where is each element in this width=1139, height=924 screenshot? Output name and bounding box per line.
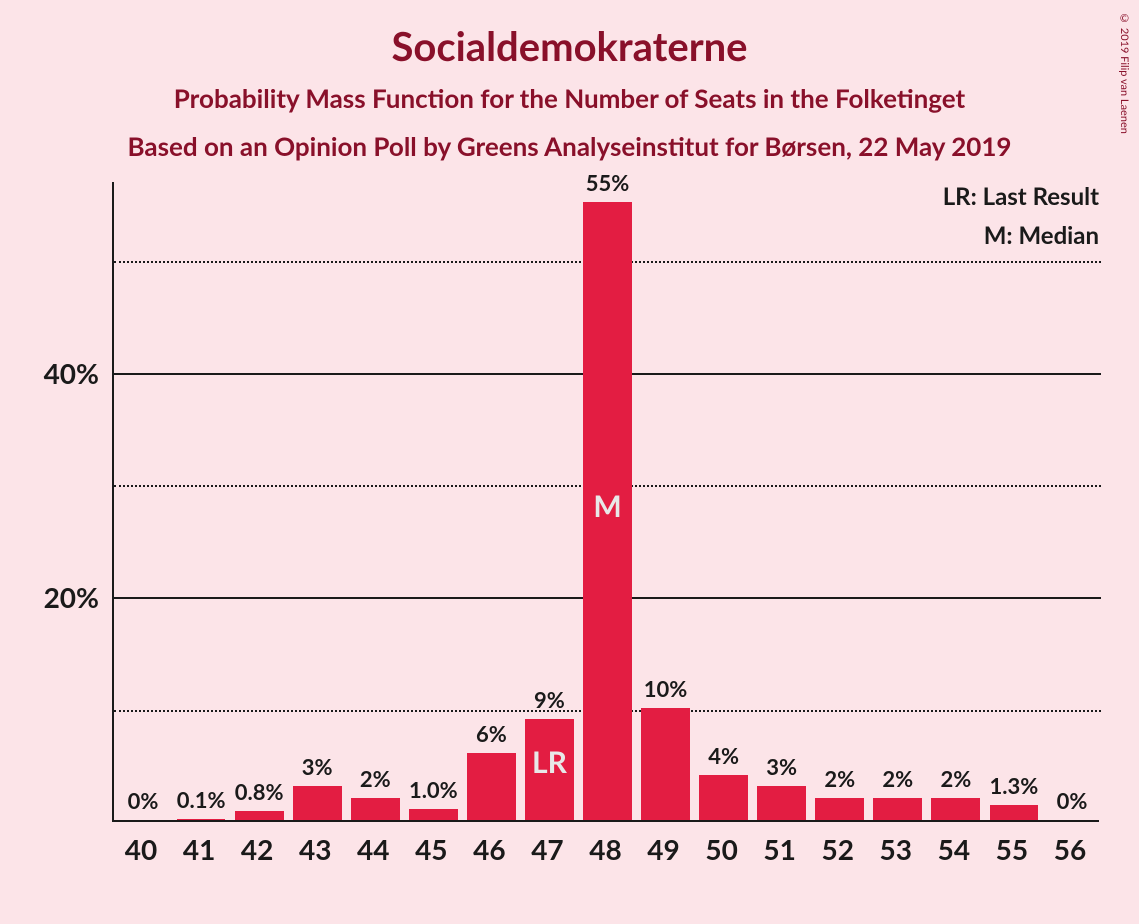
bar-slot: 0.8% [235,180,284,820]
bar-slot: 1.0% [409,180,458,820]
x-axis-label: 48 [589,832,621,866]
x-axis-label: 47 [531,832,563,866]
bar-value-label: 1.3% [990,772,1039,799]
x-axis-label: 45 [415,832,447,866]
bar-value-label: 2% [873,765,922,792]
bar-value-label: 6% [467,720,516,747]
bar [815,798,864,820]
median-marker: M [583,488,632,524]
copyright: © 2019 Filip van Laenen [1118,12,1131,134]
bar [293,786,342,820]
bar [177,819,226,820]
bar [235,811,284,820]
bar-slot: 10% [641,180,690,820]
bar-slot: 2% [815,180,864,820]
chart-subtitle-1: Probability Mass Function for the Number… [0,82,1139,114]
bar-value-label: 3% [757,753,806,780]
x-axis-label: 46 [473,832,505,866]
chart-area: 0% 0.1% 0.8% 3% 2% 1.0% 6% 9% LR55%M 10% 4% 3% 2% 2% 2… [112,182,1099,822]
bar-value-label: 2% [351,765,400,792]
bar [757,786,806,820]
bar [351,798,400,820]
last-result-marker: LR [525,744,574,780]
x-axis-label: 52 [821,832,853,866]
bar [699,775,748,820]
bar [990,805,1039,820]
bar [873,798,922,820]
x-axis-label: 51 [763,832,795,866]
x-axis-label: 44 [357,832,389,866]
bar-slot: 1.3% [990,180,1039,820]
bar-slot: 55%M [583,180,632,820]
bar-value-label: 55% [583,169,632,196]
bar-slot: 0% [1048,180,1097,820]
bar-value-label: 4% [699,742,748,769]
bar-value-label: 0% [1048,787,1097,814]
plot: 0% 0.1% 0.8% 3% 2% 1.0% 6% 9% LR55%M 10% 4% 3% 2% 2% 2… [112,182,1099,822]
y-axis-label: 20% [44,580,99,614]
bar-slot: 3% [757,180,806,820]
bar-slot: 0% [119,180,168,820]
bar-slot: 2% [873,180,922,820]
x-axis-label: 50 [705,832,737,866]
bar [641,708,690,820]
bar [467,753,516,820]
bar-value-label: 10% [641,675,690,702]
y-axis-label: 40% [44,356,99,390]
bar [409,809,458,820]
chart-title: Socialdemokraterne [0,0,1139,70]
bar [931,798,980,820]
x-axis-label: 49 [647,832,679,866]
x-axis-label: 41 [183,832,215,866]
bar-value-label: 0.1% [177,786,226,813]
bar-value-label: 1.0% [409,776,458,803]
bar-value-label: 2% [815,765,864,792]
bar-slot: 2% [931,180,980,820]
x-axis-label: 55 [996,832,1028,866]
bar-value-label: 3% [293,753,342,780]
chart-subtitle-2: Based on an Opinion Poll by Greens Analy… [0,130,1139,162]
bar-slot: 2% [351,180,400,820]
bar-slot: 4% [699,180,748,820]
bar-value-label: 0.8% [235,778,284,805]
bar-value-label: 2% [931,765,980,792]
bar-value-label: 9% [525,686,574,713]
bar-slot: 3% [293,180,342,820]
x-axis-label: 42 [241,832,273,866]
x-axis-label: 40 [125,832,157,866]
bar-value-label: 0% [119,787,168,814]
x-axis-label: 54 [938,832,970,866]
x-axis-label: 53 [880,832,912,866]
x-axis-label: 43 [299,832,331,866]
bar-slot: 6% [467,180,516,820]
bar-slot: 9% LR [525,180,574,820]
bar-slot: 0.1% [177,180,226,820]
x-axis-label: 56 [1054,832,1086,866]
bars-container: 0% 0.1% 0.8% 3% 2% 1.0% 6% 9% LR55%M 10% 4% 3% 2% 2% 2… [114,180,1101,820]
